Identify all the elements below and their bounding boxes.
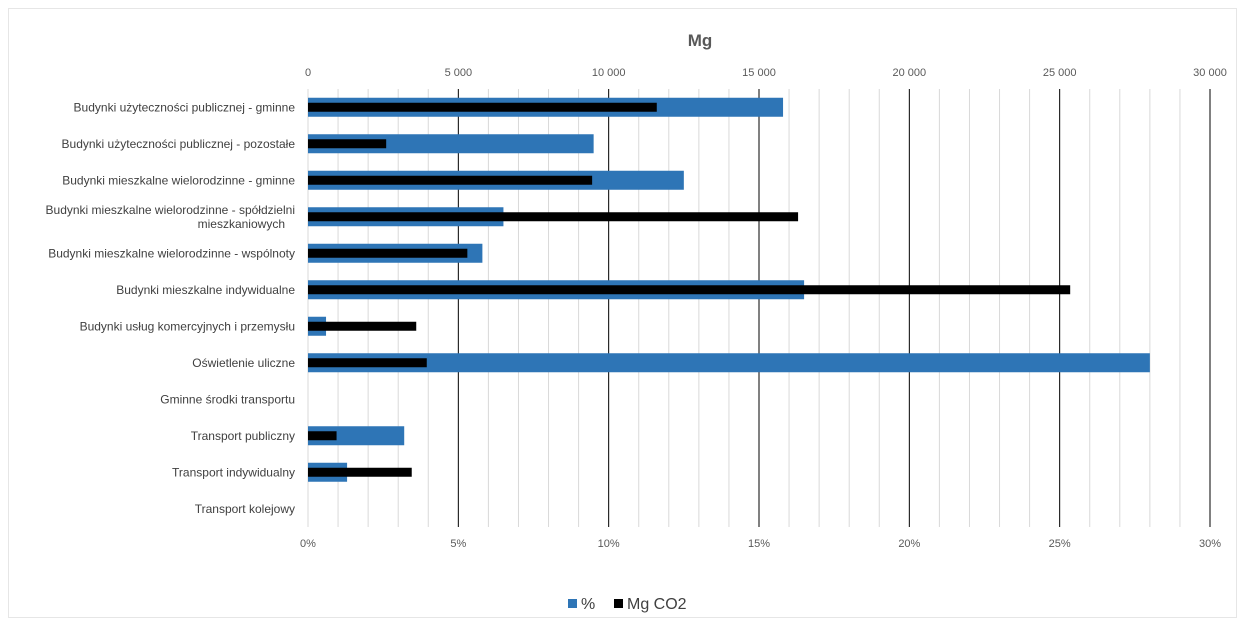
bar-mg-co2 [308,175,593,185]
legend: % Mg CO2 [568,596,687,613]
category-label: Transport indywidualny [172,465,295,479]
bar-mg-co2 [308,102,657,112]
bar-percent [308,426,405,446]
bottom-axis-tick-label: 0% [300,538,316,550]
bottom-axis-tick-label: 20% [898,538,920,550]
category-label: Budynki użyteczności publicznej - pozost… [62,137,296,151]
bottom-axis: 0% 5% 10% 15% 20% 25% 30% [300,538,1221,550]
category-label: Budynki mieszkalne indywidualne [116,283,295,297]
bottom-axis-tick-label: 25% [1049,538,1071,550]
legend-label: % [581,596,595,613]
top-axis-tick-label: 30 000 [1193,67,1227,79]
bars [308,97,1150,482]
top-axis: 0 5 000 10 000 15 000 20 000 25 000 30 000 [305,67,1227,79]
category-label: Budynki usług komercyjnych i przemysłu [80,319,295,333]
top-axis-tick-label: 20 000 [893,67,927,79]
legend-swatch [568,599,577,608]
legend-item: % [568,596,595,613]
legend-item: Mg CO2 [614,596,687,613]
category-label: Transport publiczny [191,429,295,443]
category-label: Budynki mieszkalne wielorodzinne - gminn… [62,173,295,187]
bar-percent [308,134,594,154]
bar-mg-co2 [308,431,337,441]
top-axis-tick-label: 5 000 [445,67,473,79]
bottom-axis-tick-label: 5% [450,538,466,550]
bar-mg-co2 [308,358,427,368]
legend-label: Mg CO2 [627,596,687,613]
category-label: Gminne środki transportu [160,392,295,406]
category-labels: Budynki użyteczności publicznej - gminne… [46,100,296,516]
bar-mg-co2 [308,467,412,477]
bar-mg-co2 [308,139,387,149]
category-label: Budynki mieszkalne wielorodzinne - wspól… [48,246,295,260]
bottom-axis-tick-label: 10% [598,538,620,550]
category-label: Budynki użyteczności publicznej - gminne [74,100,296,114]
top-axis-tick-label: 25 000 [1043,67,1077,79]
bottom-axis-tick-label: 30% [1199,538,1221,550]
legend-swatch [614,599,623,608]
bottom-axis-tick-label: 15% [748,538,770,550]
chart-title: Mg [688,31,713,50]
category-label: Transport kolejowy [195,502,295,516]
top-axis-tick-label: 15 000 [742,67,776,79]
top-axis-tick-label: 0 [305,67,311,79]
bar-mg-co2 [308,321,417,331]
bar-mg-co2 [308,248,468,258]
grid-lines [307,89,1211,527]
bar-mg-co2 [308,212,799,222]
category-label: Oświetlenie uliczne [192,356,295,370]
top-axis-tick-label: 10 000 [592,67,626,79]
bar-percent [308,353,1150,373]
bar-mg-co2 [308,285,1071,295]
category-label: Budynki mieszkalne wielorodzinne - spółd… [46,203,295,231]
